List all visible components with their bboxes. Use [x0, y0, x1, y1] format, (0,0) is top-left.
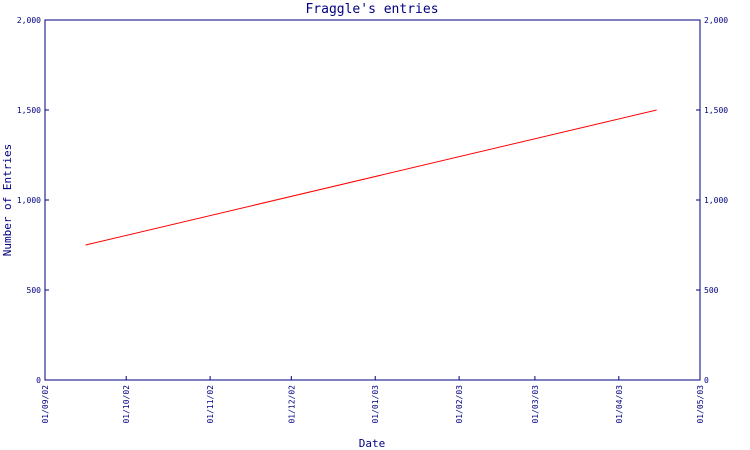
y-tick-label-right: 0: [704, 376, 709, 385]
plot-frame: [44, 19, 701, 381]
x-tick-label: 01/09/02: [41, 385, 50, 424]
y-tick-label-left: 500: [27, 286, 42, 295]
y-axis-label: Number of Entries: [1, 144, 14, 257]
series-line: [85, 109, 657, 246]
x-tick-label: 01/11/02: [206, 385, 215, 424]
x-tick-label: 01/12/02: [287, 385, 296, 424]
y-tick-label-right: 1,000: [704, 196, 728, 205]
x-axis-label: Date: [359, 437, 386, 450]
y-tick-label-left: 2,000: [17, 16, 41, 25]
chart-title: Fraggle's entries: [305, 2, 438, 17]
x-tick-label: 01/03/03: [531, 385, 540, 424]
y-axis-left: 0 500 1,000 1,500 2,000: [17, 16, 49, 385]
y-tick-label-right: 500: [704, 286, 719, 295]
y-axis-right: 0 500 1,000 1,500 2,000: [696, 16, 728, 385]
series-layer: [85, 109, 657, 246]
y-tick-label-left: 1,000: [17, 196, 41, 205]
y-tick-label-right: 2,000: [704, 16, 728, 25]
x-tick-label: 01/10/02: [122, 385, 131, 424]
x-axis: 01/09/02 01/10/02 01/11/02 01/12/02 01/01/03…: [41, 376, 705, 424]
y-tick-label-left: 0: [36, 376, 41, 385]
x-tick-label: 01/01/03: [371, 385, 380, 424]
x-tick-label: 01/02/03: [455, 385, 464, 424]
y-tick-label-left: 1,500: [17, 106, 41, 115]
x-tick-label: 01/04/03: [615, 385, 624, 424]
x-tick-label: 01/05/03: [696, 385, 705, 424]
y-tick-label-right: 1,500: [704, 106, 728, 115]
